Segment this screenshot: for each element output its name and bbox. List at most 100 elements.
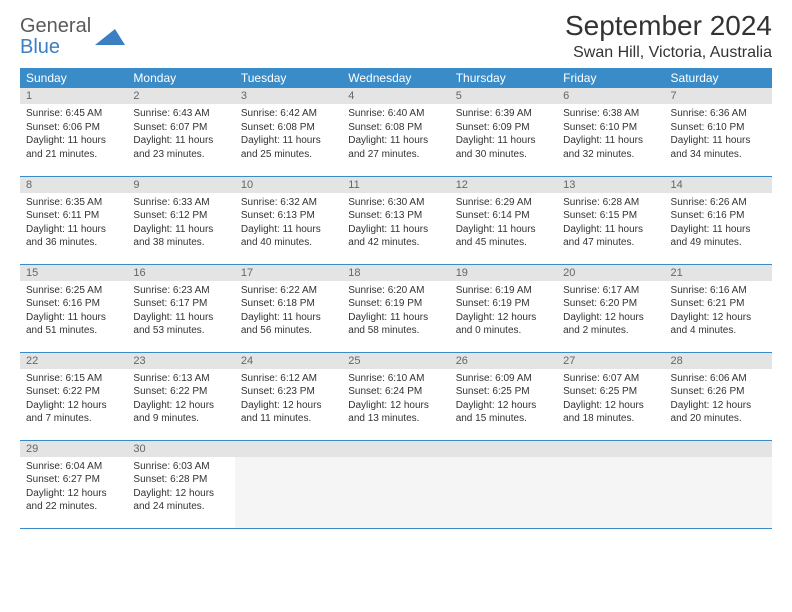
logo-blue: Blue [20,36,60,58]
day-header: Friday [557,68,664,88]
day-number: 6 [557,88,664,104]
day-details: Sunrise: 6:35 AMSunset: 6:11 PMDaylight:… [20,193,127,253]
calendar-cell: 26Sunrise: 6:09 AMSunset: 6:25 PMDayligh… [450,352,557,440]
calendar-cell: 18Sunrise: 6:20 AMSunset: 6:19 PMDayligh… [342,264,449,352]
calendar-cell [450,440,557,528]
calendar-cell: 30Sunrise: 6:03 AMSunset: 6:28 PMDayligh… [127,440,234,528]
day-number: 9 [127,177,234,193]
calendar-cell: 22Sunrise: 6:15 AMSunset: 6:22 PMDayligh… [20,352,127,440]
day-details: Sunrise: 6:33 AMSunset: 6:12 PMDaylight:… [127,193,234,253]
day-details: Sunrise: 6:13 AMSunset: 6:22 PMDaylight:… [127,369,234,429]
day-number: 13 [557,177,664,193]
calendar-week-row: 15Sunrise: 6:25 AMSunset: 6:16 PMDayligh… [20,264,772,352]
day-number: 25 [342,353,449,369]
calendar-week-row: 29Sunrise: 6:04 AMSunset: 6:27 PMDayligh… [20,440,772,528]
day-number: 10 [235,177,342,193]
day-details: Sunrise: 6:23 AMSunset: 6:17 PMDaylight:… [127,281,234,341]
day-details: Sunrise: 6:16 AMSunset: 6:21 PMDaylight:… [665,281,772,341]
day-number: 19 [450,265,557,281]
calendar-cell: 3Sunrise: 6:42 AMSunset: 6:08 PMDaylight… [235,88,342,176]
day-number: 8 [20,177,127,193]
day-number: 5 [450,88,557,104]
day-number: 2 [127,88,234,104]
day-details: Sunrise: 6:03 AMSunset: 6:28 PMDaylight:… [127,457,234,517]
logo-general: General [20,15,91,37]
calendar-cell: 7Sunrise: 6:36 AMSunset: 6:10 PMDaylight… [665,88,772,176]
calendar-cell [235,440,342,528]
location: Swan Hill, Victoria, Australia [565,44,772,62]
day-number: 29 [20,441,127,457]
day-number: 28 [665,353,772,369]
day-header: Thursday [450,68,557,88]
logo: General Blue [20,10,125,58]
calendar-cell: 16Sunrise: 6:23 AMSunset: 6:17 PMDayligh… [127,264,234,352]
month-title: September 2024 [565,10,772,42]
day-details: Sunrise: 6:09 AMSunset: 6:25 PMDaylight:… [450,369,557,429]
day-number: 22 [20,353,127,369]
day-details: Sunrise: 6:29 AMSunset: 6:14 PMDaylight:… [450,193,557,253]
day-number: 27 [557,353,664,369]
day-number: 16 [127,265,234,281]
calendar-cell: 9Sunrise: 6:33 AMSunset: 6:12 PMDaylight… [127,176,234,264]
calendar-cell: 27Sunrise: 6:07 AMSunset: 6:25 PMDayligh… [557,352,664,440]
calendar-cell: 17Sunrise: 6:22 AMSunset: 6:18 PMDayligh… [235,264,342,352]
calendar-cell: 5Sunrise: 6:39 AMSunset: 6:09 PMDaylight… [450,88,557,176]
day-number: 20 [557,265,664,281]
header: General Blue September 2024 Swan Hill, V… [20,10,772,62]
calendar-week-row: 1Sunrise: 6:45 AMSunset: 6:06 PMDaylight… [20,88,772,176]
day-number: 4 [342,88,449,104]
day-details: Sunrise: 6:20 AMSunset: 6:19 PMDaylight:… [342,281,449,341]
title-block: September 2024 Swan Hill, Victoria, Aust… [565,10,772,62]
day-number: 15 [20,265,127,281]
day-details: Sunrise: 6:38 AMSunset: 6:10 PMDaylight:… [557,104,664,164]
day-number: 17 [235,265,342,281]
day-header: Wednesday [342,68,449,88]
calendar-cell: 13Sunrise: 6:28 AMSunset: 6:15 PMDayligh… [557,176,664,264]
day-header: Sunday [20,68,127,88]
day-details: Sunrise: 6:12 AMSunset: 6:23 PMDaylight:… [235,369,342,429]
day-details: Sunrise: 6:15 AMSunset: 6:22 PMDaylight:… [20,369,127,429]
calendar-cell: 8Sunrise: 6:35 AMSunset: 6:11 PMDaylight… [20,176,127,264]
day-details: Sunrise: 6:25 AMSunset: 6:16 PMDaylight:… [20,281,127,341]
calendar-cell: 24Sunrise: 6:12 AMSunset: 6:23 PMDayligh… [235,352,342,440]
day-header: Saturday [665,68,772,88]
calendar-cell: 25Sunrise: 6:10 AMSunset: 6:24 PMDayligh… [342,352,449,440]
calendar-cell [665,440,772,528]
day-number: 23 [127,353,234,369]
day-number: 12 [450,177,557,193]
day-details: Sunrise: 6:17 AMSunset: 6:20 PMDaylight:… [557,281,664,341]
day-details: Sunrise: 6:36 AMSunset: 6:10 PMDaylight:… [665,104,772,164]
day-number: 14 [665,177,772,193]
day-details: Sunrise: 6:07 AMSunset: 6:25 PMDaylight:… [557,369,664,429]
day-details: Sunrise: 6:28 AMSunset: 6:15 PMDaylight:… [557,193,664,253]
calendar-cell: 21Sunrise: 6:16 AMSunset: 6:21 PMDayligh… [665,264,772,352]
day-details: Sunrise: 6:45 AMSunset: 6:06 PMDaylight:… [20,104,127,164]
calendar-cell: 23Sunrise: 6:13 AMSunset: 6:22 PMDayligh… [127,352,234,440]
calendar-cell [342,440,449,528]
calendar-cell: 2Sunrise: 6:43 AMSunset: 6:07 PMDaylight… [127,88,234,176]
calendar-cell: 19Sunrise: 6:19 AMSunset: 6:19 PMDayligh… [450,264,557,352]
logo-triangle-icon [95,27,125,50]
logo-text: General Blue [20,16,91,58]
calendar-cell: 6Sunrise: 6:38 AMSunset: 6:10 PMDaylight… [557,88,664,176]
calendar-cell [557,440,664,528]
day-header: Monday [127,68,234,88]
day-number: 21 [665,265,772,281]
day-details: Sunrise: 6:40 AMSunset: 6:08 PMDaylight:… [342,104,449,164]
day-details: Sunrise: 6:19 AMSunset: 6:19 PMDaylight:… [450,281,557,341]
day-number: 7 [665,88,772,104]
calendar-week-row: 22Sunrise: 6:15 AMSunset: 6:22 PMDayligh… [20,352,772,440]
day-details: Sunrise: 6:26 AMSunset: 6:16 PMDaylight:… [665,193,772,253]
day-number: 30 [127,441,234,457]
calendar-week-row: 8Sunrise: 6:35 AMSunset: 6:11 PMDaylight… [20,176,772,264]
day-details: Sunrise: 6:42 AMSunset: 6:08 PMDaylight:… [235,104,342,164]
day-header: Tuesday [235,68,342,88]
day-details: Sunrise: 6:32 AMSunset: 6:13 PMDaylight:… [235,193,342,253]
day-details: Sunrise: 6:04 AMSunset: 6:27 PMDaylight:… [20,457,127,517]
calendar-cell: 10Sunrise: 6:32 AMSunset: 6:13 PMDayligh… [235,176,342,264]
day-number: 3 [235,88,342,104]
calendar-cell: 14Sunrise: 6:26 AMSunset: 6:16 PMDayligh… [665,176,772,264]
calendar-cell: 20Sunrise: 6:17 AMSunset: 6:20 PMDayligh… [557,264,664,352]
calendar-cell: 29Sunrise: 6:04 AMSunset: 6:27 PMDayligh… [20,440,127,528]
day-number: 24 [235,353,342,369]
